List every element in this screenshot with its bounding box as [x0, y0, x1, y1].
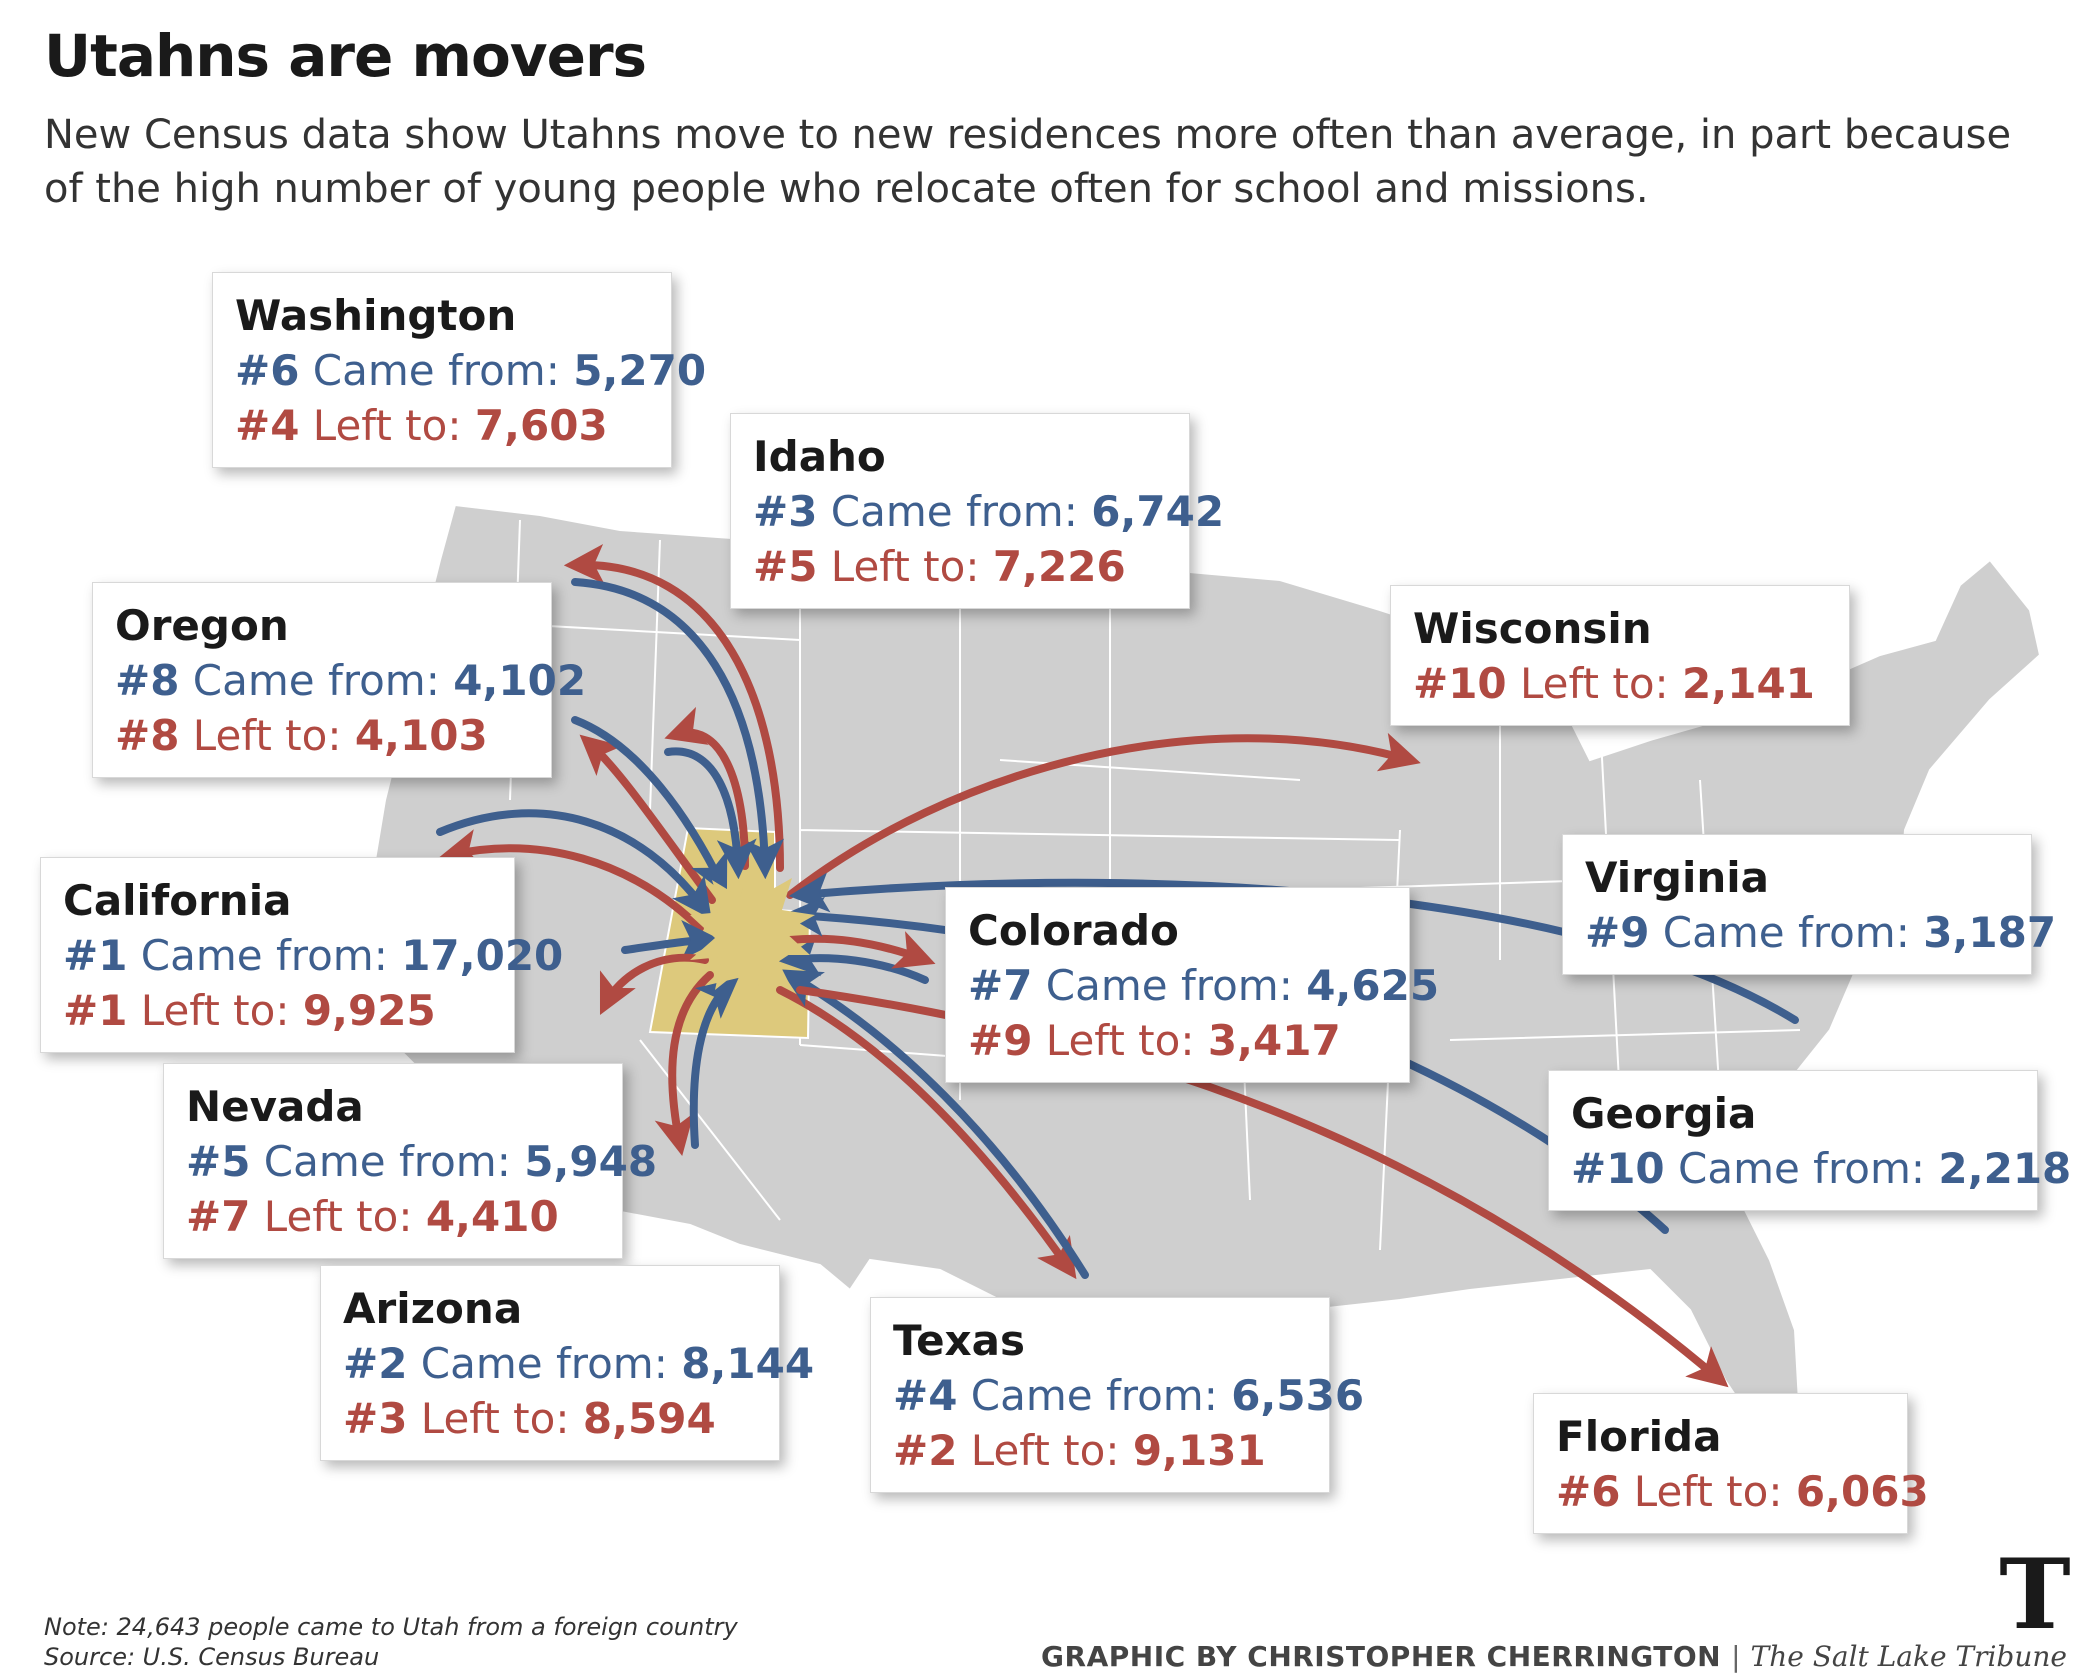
came-from-line: #3 Came from: 6,742 [753, 487, 1225, 536]
left-to-line: #6 Left to: 6,063 [1556, 1467, 1929, 1516]
flow-arrows [436, 544, 1799, 1388]
utah-starburst [690, 862, 815, 1000]
state-name: Wisconsin [1413, 604, 1652, 653]
state-box-oregon: Oregon #8 Came from: 4,102 #8 Left to: 4… [92, 582, 587, 778]
left-to-line: #4 Left to: 7,603 [235, 401, 608, 450]
arrow-left-to-nevada [599, 953, 709, 1016]
state-box-wisconsin: Wisconsin #10 Left to: 2,141 [1390, 585, 1850, 726]
state-name: Florida [1556, 1412, 1722, 1461]
came-from-line: #1 Came from: 17,020 [63, 931, 564, 980]
state-name: Nevada [186, 1082, 364, 1131]
came-from-line: #5 Came from: 5,948 [186, 1137, 658, 1186]
arrow-came-from-arizona [689, 977, 739, 1149]
state-box-nevada: Nevada #5 Came from: 5,948 #7 Left to: 4… [163, 1063, 658, 1259]
arrow-came-from-washington [571, 578, 785, 880]
state-box-virginia: Virginia #9 Came from: 3,187 [1562, 834, 2057, 975]
left-to-line: #1 Left to: 9,925 [63, 986, 436, 1035]
came-from-line: #6 Came from: 5,270 [235, 346, 707, 395]
state-name: Oregon [115, 601, 289, 650]
arrow-left-to-idaho [664, 706, 749, 870]
left-to-line: #10 Left to: 2,141 [1413, 659, 1815, 708]
came-from-line: #8 Came from: 4,102 [115, 656, 587, 705]
state-name: Colorado [968, 906, 1179, 955]
arrow-came-from-colorado [778, 936, 929, 984]
state-box-colorado: Colorado #7 Came from: 4,625 #9 Left to:… [945, 887, 1440, 1083]
left-to-line: #7 Left to: 4,410 [186, 1192, 559, 1241]
footnote: Note: 24,643 people came to Utah from a … [44, 1612, 738, 1672]
arrow-came-from-idaho [664, 747, 757, 880]
arrow-came-from-nevada [621, 920, 722, 961]
state-name: Arizona [343, 1284, 523, 1333]
state-box-washington: Washington #6 Came from: 5,270 #4 Left t… [212, 272, 707, 468]
tribune-t-logo-icon: T [1999, 1538, 2071, 1651]
left-to-line: #9 Left to: 3,417 [968, 1016, 1341, 1065]
arrow-left-to-california [439, 829, 704, 932]
arrow-left-to-texas [776, 986, 1077, 1280]
credit-separator: | [1731, 1640, 1741, 1673]
left-to-line: #8 Left to: 4,103 [115, 711, 488, 760]
arrow-came-from-oregon [571, 716, 728, 896]
credit-line: GRAPHIC BY CHRISTOPHER CHERRINGTON | The S… [1041, 1640, 2067, 1673]
left-to-line: #5 Left to: 7,226 [753, 542, 1126, 591]
page-title: Utahns are movers [44, 22, 647, 90]
state-box-california: California #1 Came from: 17,020 #1 Left … [40, 857, 564, 1053]
publisher-name: The Salt Lake Tribune [1750, 1640, 2067, 1673]
state-box-arizona: Arizona #2 Came from: 8,144 #3 Left to: … [320, 1265, 815, 1461]
state-name: Georgia [1571, 1089, 1757, 1138]
state-box-idaho: Idaho #3 Came from: 6,742 #5 Left to: 7,… [730, 413, 1225, 609]
state-name: Virginia [1585, 853, 1769, 902]
came-from-line: #10 Came from: 2,218 [1571, 1144, 2072, 1193]
graphic-credit: GRAPHIC BY CHRISTOPHER CHERRINGTON [1041, 1640, 1722, 1673]
state-box-georgia: Georgia #10 Came from: 2,218 [1548, 1070, 2072, 1211]
state-name: Idaho [753, 432, 886, 481]
state-name: Washington [235, 291, 517, 340]
arrow-left-to-washington [563, 544, 784, 872]
left-to-line: #3 Left to: 8,594 [343, 1394, 716, 1443]
arrow-left-to-colorado [786, 931, 936, 969]
state-box-florida: Florida #6 Left to: 6,063 [1533, 1393, 1929, 1534]
left-to-line: #2 Left to: 9,131 [893, 1426, 1266, 1475]
state-box-texas: Texas #4 Came from: 6,536 #2 Left to: 9,… [870, 1297, 1365, 1493]
came-from-line: #7 Came from: 4,625 [968, 961, 1440, 1010]
page-subtitle: New Census data show Utahns move to new … [44, 112, 2012, 212]
arrow-left-to-wisconsin [786, 732, 1421, 899]
came-from-line: #9 Came from: 3,187 [1585, 908, 2057, 957]
state-name: California [63, 876, 292, 925]
state-name: Texas [893, 1316, 1025, 1365]
arrow-came-from-california [436, 809, 712, 920]
note-text: Note: 24,643 people came to Utah from a … [44, 1613, 738, 1641]
arrow-came-from-texas [780, 969, 1089, 1279]
came-from-line: #4 Came from: 6,536 [893, 1371, 1365, 1420]
source-text: Source: U.S. Census Bureau [44, 1643, 380, 1671]
came-from-line: #2 Came from: 8,144 [343, 1339, 815, 1388]
